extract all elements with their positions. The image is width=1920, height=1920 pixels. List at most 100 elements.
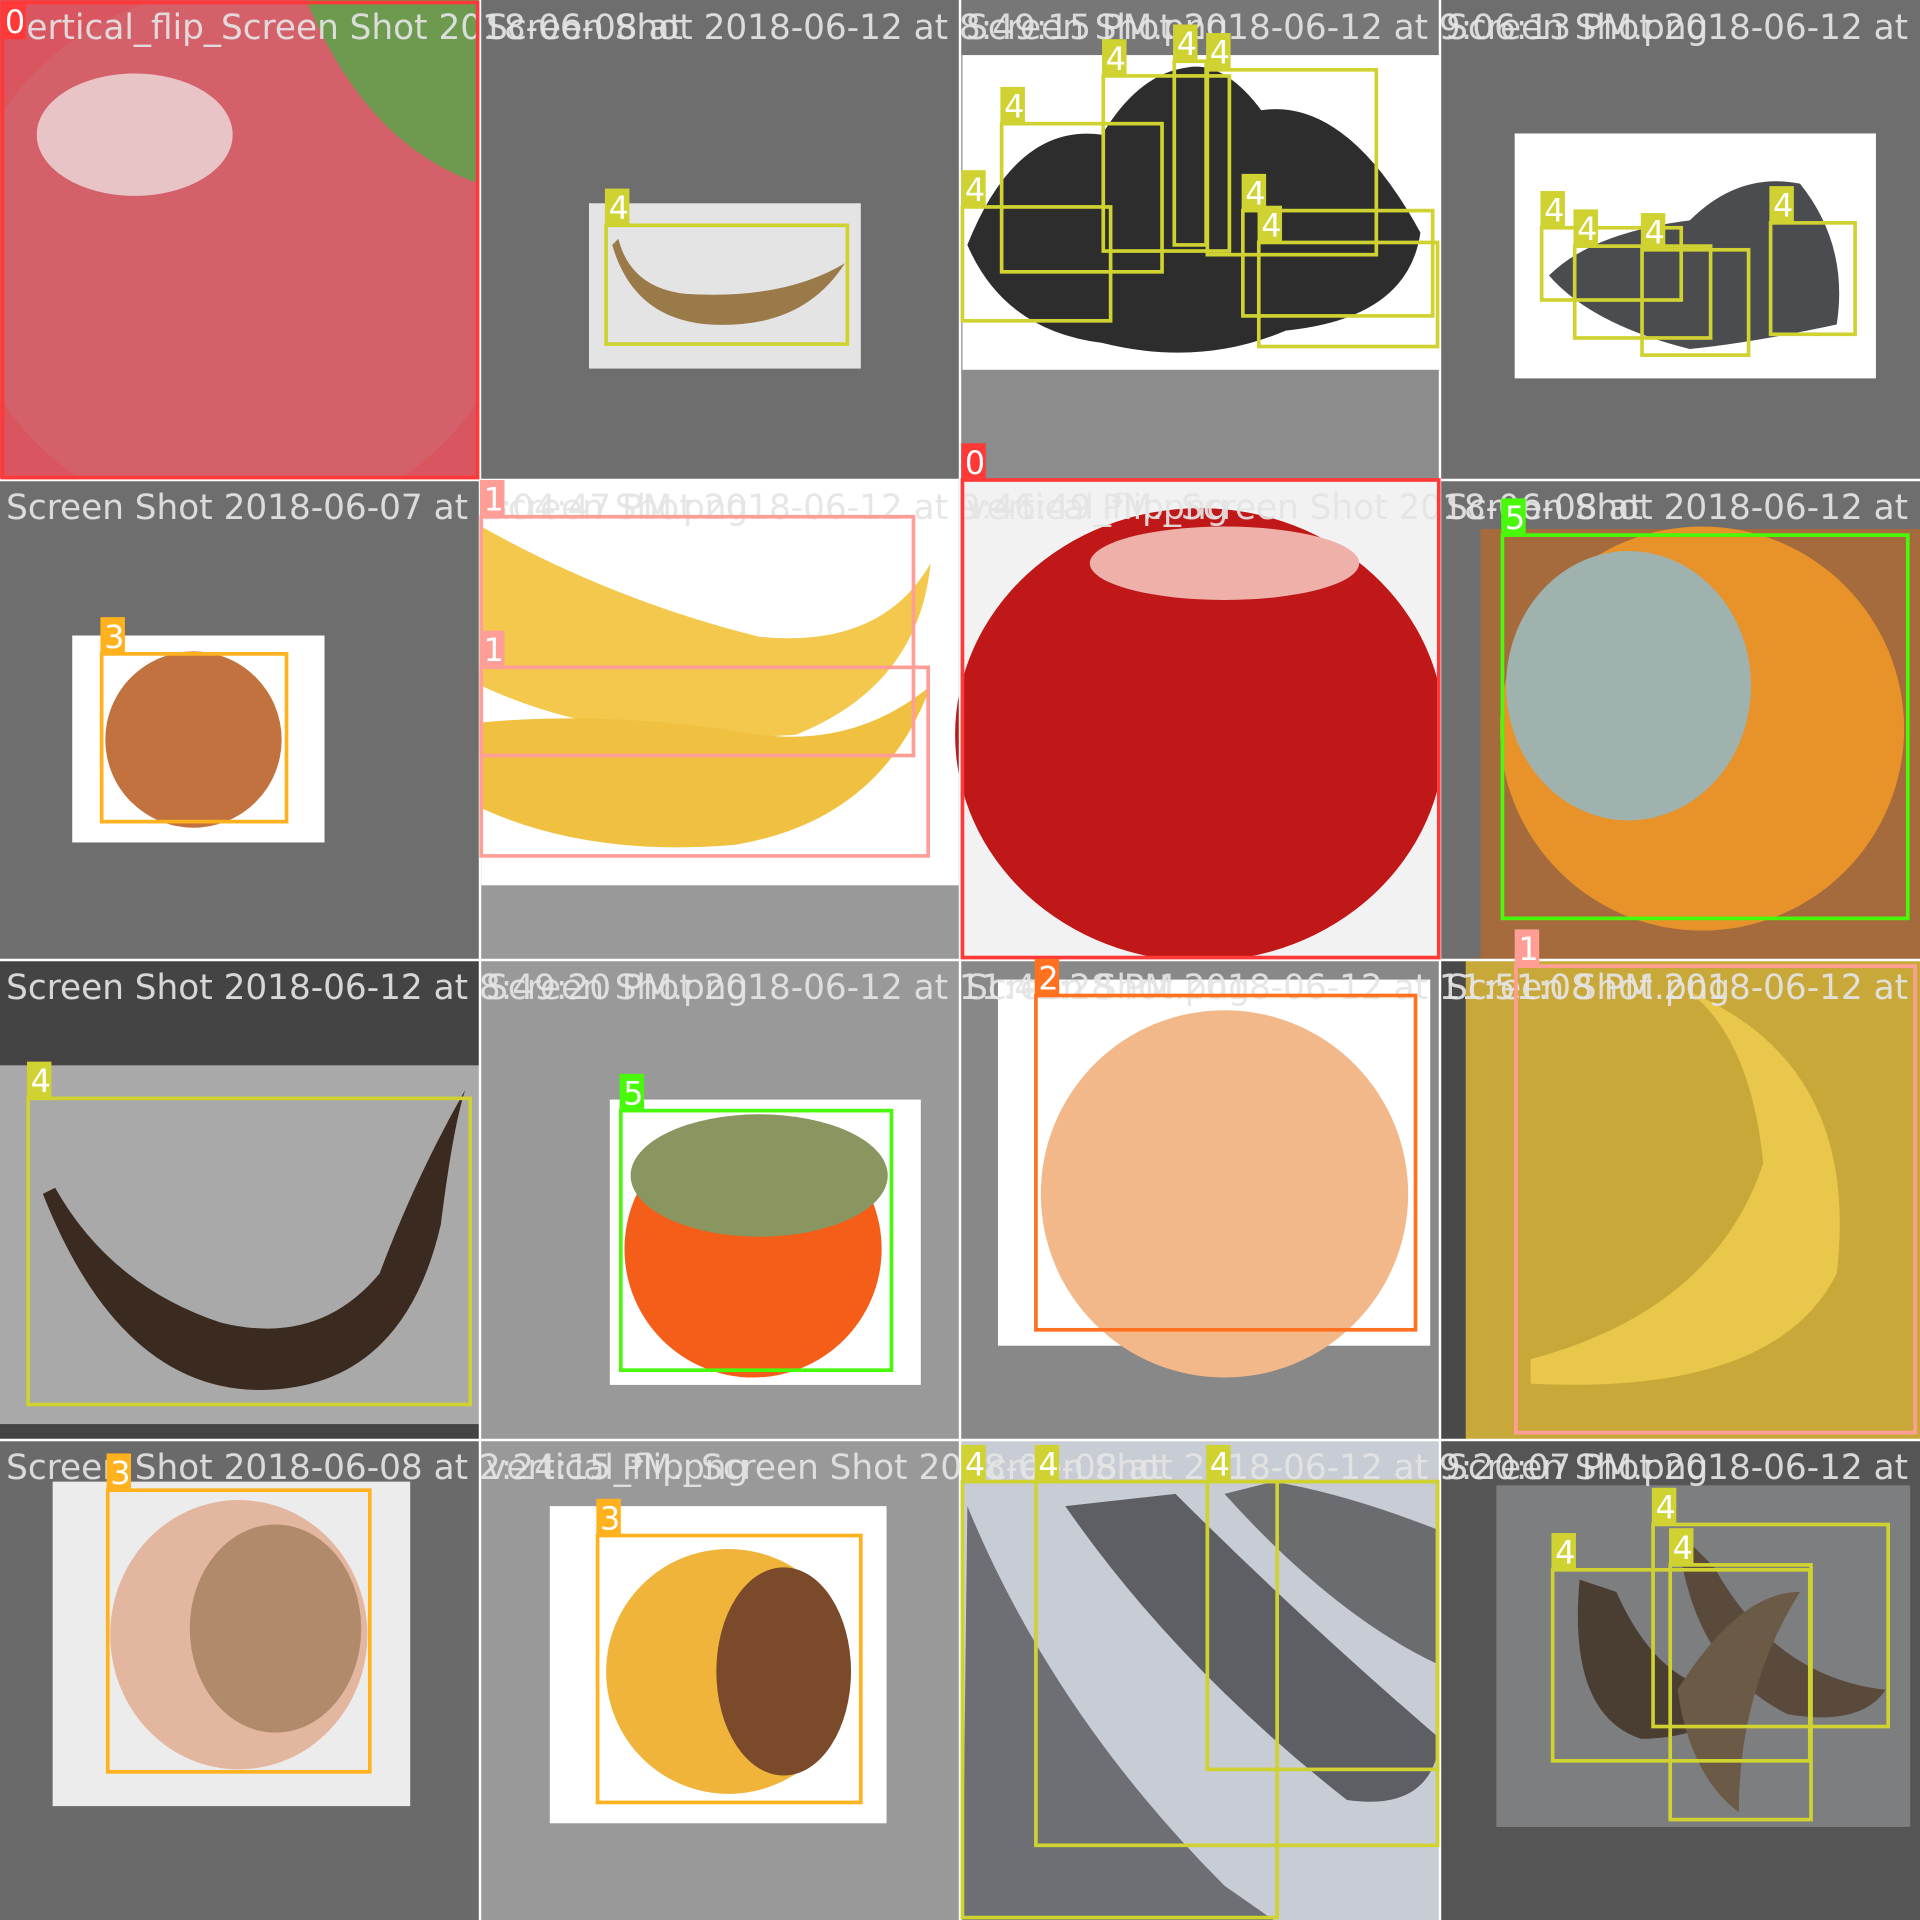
bounding-box bbox=[479, 665, 931, 858]
box-label: 1 bbox=[484, 481, 504, 519]
tile-title: Screen Shot 2018-06-12 at 11:42:28 PM.pn… bbox=[486, 968, 1250, 1008]
box-label: 4 bbox=[965, 171, 985, 209]
bounding-box bbox=[999, 121, 1164, 274]
bounding-box bbox=[1651, 1522, 1890, 1729]
tile-bg bbox=[0, 1424, 480, 1440]
bounding-box bbox=[618, 1108, 894, 1373]
label-bg bbox=[961, 443, 986, 480]
titles: vertical_flip_Screen Shot 2018-06-08 at S… bbox=[6, 8, 1920, 1488]
box-label: 5 bbox=[623, 1074, 643, 1112]
bounding-box bbox=[960, 205, 1113, 323]
banana bbox=[962, 1506, 1274, 1920]
box-label: 1 bbox=[484, 631, 504, 669]
label-bg bbox=[1034, 1444, 1060, 1482]
box-label: 4 bbox=[1177, 25, 1197, 63]
bananas bbox=[1548, 181, 1840, 349]
label-bg bbox=[961, 1444, 986, 1482]
box-label: 4 bbox=[1106, 40, 1126, 78]
banana bbox=[1530, 991, 1840, 1385]
bounding-box bbox=[1640, 247, 1751, 357]
bounding-box bbox=[0, 0, 480, 480]
tile-title: Screen Shot 2018-06-12 at 9 bbox=[1446, 968, 1920, 1008]
label-bg bbox=[1501, 498, 1526, 536]
box-label: 4 bbox=[609, 189, 629, 227]
tile-title: Screen Shot 2018-06-12 at 9:06:13 PM.png bbox=[966, 8, 1708, 48]
rot bbox=[716, 1567, 852, 1776]
box-label: 4 bbox=[1673, 1529, 1693, 1567]
label-bg bbox=[1034, 958, 1060, 996]
box-label: 4 bbox=[1644, 214, 1664, 252]
tile-title: vertical_flip_Screen Shot 2018-06-08 at bbox=[6, 8, 683, 48]
box-label: 3 bbox=[104, 618, 124, 656]
bounding-box bbox=[1101, 74, 1232, 253]
rot bbox=[189, 1524, 362, 1733]
tile-title: Screen Shot 2018-06-12 at 9 bbox=[1446, 1448, 1920, 1488]
bananas bbox=[967, 66, 1421, 353]
label-bg bbox=[1640, 213, 1666, 250]
box-label: 3 bbox=[110, 1454, 130, 1492]
tile-bg bbox=[960, 0, 1440, 56]
label-bg bbox=[1000, 86, 1025, 124]
label-bg bbox=[106, 1453, 132, 1491]
label-bg bbox=[604, 188, 630, 226]
bounding-box bbox=[1514, 964, 1917, 1435]
bounding-box bbox=[1256, 240, 1440, 349]
label-bg bbox=[1206, 33, 1231, 70]
label-bg bbox=[1, 2, 26, 40]
box-label: 4 bbox=[1577, 210, 1597, 248]
banana bbox=[1677, 1591, 1800, 1813]
box-label: 4 bbox=[1245, 174, 1265, 212]
box-label: 0 bbox=[5, 3, 25, 41]
label-bg bbox=[1206, 1444, 1231, 1482]
label-bg bbox=[1102, 39, 1127, 76]
banana bbox=[481, 526, 931, 737]
box-label: 4 bbox=[1210, 34, 1230, 72]
label-bg bbox=[1173, 24, 1198, 62]
label-bg bbox=[619, 1073, 645, 1111]
label-bg bbox=[596, 1498, 621, 1536]
box-label: 4 bbox=[1038, 1446, 1058, 1484]
label-bg bbox=[1257, 205, 1283, 243]
orange bbox=[105, 651, 282, 828]
label-bg bbox=[1769, 186, 1794, 223]
box-label: 3 bbox=[600, 1499, 620, 1537]
tile-title: Screen Shot 2018-06-12 at 11:51:08 PM.pn… bbox=[966, 968, 1730, 1008]
box-label: 4 bbox=[1004, 88, 1024, 126]
bounding-box bbox=[1205, 1479, 1440, 1772]
box-label: 4 bbox=[1544, 192, 1564, 230]
label-bg bbox=[480, 630, 505, 668]
label-bg bbox=[100, 617, 125, 654]
box-label: 4 bbox=[1555, 1534, 1575, 1572]
banana bbox=[481, 685, 931, 848]
bounding-box bbox=[105, 1488, 372, 1774]
bounding-box bbox=[1205, 67, 1379, 257]
mold bbox=[630, 1114, 888, 1237]
tile-title: Screen Shot 2018-06-12 at 9 bbox=[1446, 8, 1920, 48]
box-label: 4 bbox=[1261, 206, 1281, 244]
label-bg bbox=[1651, 1487, 1677, 1525]
highlight bbox=[36, 73, 233, 196]
box-label: 1 bbox=[1518, 930, 1538, 968]
bounding-box bbox=[1241, 208, 1435, 318]
label-bg bbox=[1573, 209, 1598, 247]
box-label: 4 bbox=[31, 1062, 51, 1100]
bounding-box bbox=[960, 478, 1441, 960]
highlight bbox=[1089, 526, 1360, 600]
box-label: 4 bbox=[1210, 1446, 1230, 1484]
tile-title: vertical_flip_Screen Shot 2018-06-08 at bbox=[966, 488, 1643, 528]
tile-title: Screen Shot 2018-06-12 at 8:49:20 PM.png bbox=[6, 968, 748, 1008]
box-label: 2 bbox=[1038, 959, 1058, 997]
label-bg bbox=[1551, 1533, 1576, 1570]
label-bg bbox=[1668, 1528, 1694, 1565]
bounding-box bbox=[26, 1096, 473, 1407]
banana bbox=[612, 238, 845, 325]
bounding-box bbox=[99, 652, 289, 824]
orange bbox=[1040, 1010, 1409, 1378]
bounding-box bbox=[1539, 225, 1684, 302]
box-label: 0 bbox=[965, 444, 985, 482]
label-bg bbox=[1540, 191, 1565, 228]
